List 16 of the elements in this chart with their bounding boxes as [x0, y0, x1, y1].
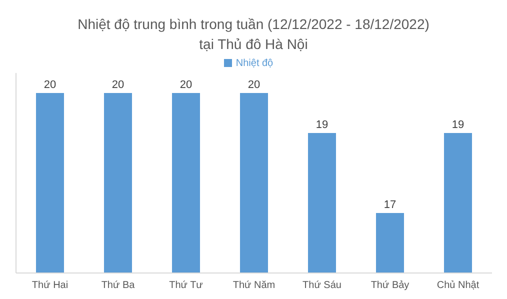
data-label: 20 — [248, 79, 260, 91]
data-label: 20 — [112, 79, 124, 91]
x-tick-label: Thứ Ba — [101, 280, 136, 292]
x-tick-label: Thứ Năm — [232, 280, 276, 292]
x-tick-label: Thứ Bảy — [370, 280, 410, 292]
data-label: 19 — [452, 119, 464, 131]
x-tick-label: Chủ Nhật — [436, 280, 480, 292]
legend-label: Nhiệt độ — [236, 58, 274, 69]
chart-title: Nhiệt độ trung bình trong tuần (12/12/2022 - 18/12/2022) tại Thủ đô Hà Nội — [76, 15, 430, 54]
data-label: 20 — [44, 79, 56, 91]
x-tick-label: Thứ Sáu — [302, 280, 342, 292]
x-tick-label: Thứ Hai — [32, 280, 68, 292]
data-label: 19 — [316, 119, 328, 131]
data-label: 20 — [180, 79, 192, 91]
x-tick-label: Thứ Tư — [169, 280, 204, 292]
data-label: 17 — [384, 199, 396, 211]
